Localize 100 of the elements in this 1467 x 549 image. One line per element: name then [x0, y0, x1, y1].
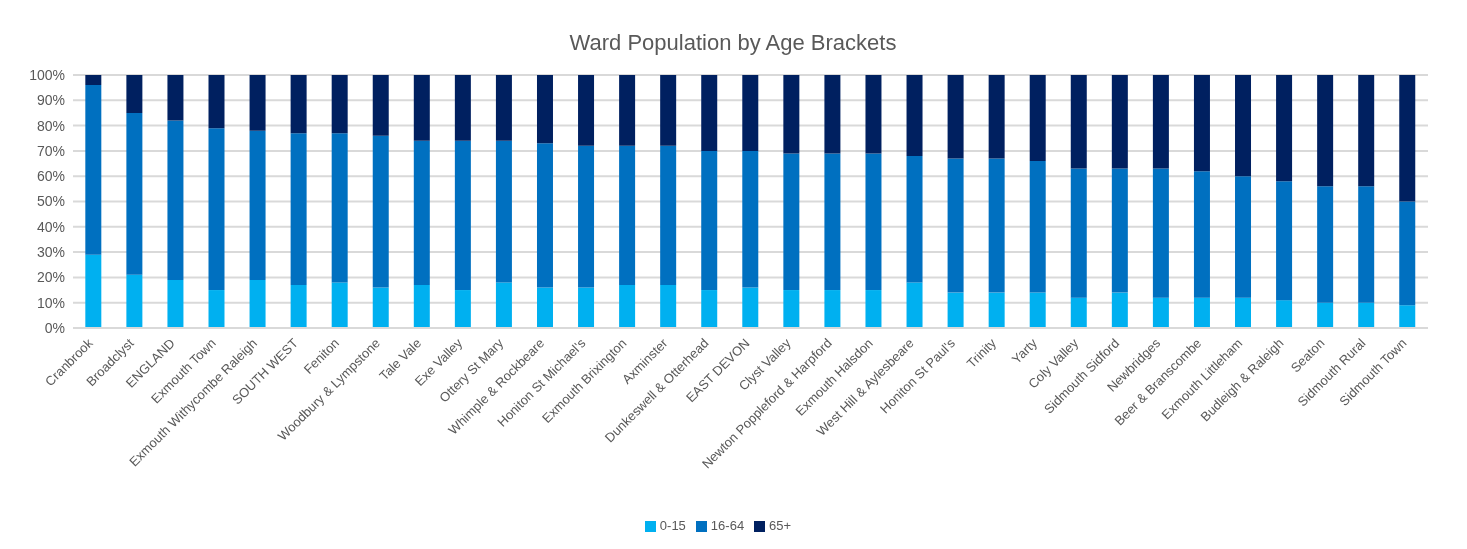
y-tick-label: 40% — [36, 218, 65, 235]
bar — [1070, 75, 1087, 169]
bar — [865, 75, 882, 154]
bar — [1317, 302, 1334, 328]
chart-title: Ward Population by Age Brackets — [569, 30, 897, 55]
legend-label: 65+ — [769, 518, 792, 533]
bar — [742, 150, 759, 288]
bar — [454, 290, 471, 328]
bar — [1358, 186, 1375, 303]
bar — [783, 153, 800, 291]
bar — [372, 135, 389, 288]
bar — [126, 274, 143, 328]
bar — [1235, 75, 1252, 177]
bar — [208, 128, 225, 291]
bar — [1111, 292, 1128, 328]
bar — [208, 290, 225, 328]
bar — [1070, 297, 1087, 328]
bar — [660, 75, 677, 146]
bar — [1358, 75, 1375, 187]
y-tick-label: 0% — [44, 319, 65, 336]
y-tick-label: 50% — [36, 193, 65, 210]
bar — [988, 292, 1005, 328]
bar — [783, 75, 800, 154]
bar — [824, 75, 841, 154]
bar — [413, 140, 430, 285]
bar — [619, 284, 636, 328]
bar — [1193, 171, 1210, 298]
bar — [126, 75, 143, 113]
bar — [331, 282, 348, 328]
bar — [290, 75, 307, 134]
bar — [1235, 176, 1252, 298]
y-tick-label: 100% — [29, 66, 65, 83]
bar — [1029, 292, 1046, 328]
bar — [536, 287, 553, 328]
bar — [331, 133, 348, 283]
bar — [1111, 75, 1128, 169]
bar — [906, 75, 923, 156]
bar — [1317, 186, 1334, 303]
bar — [906, 155, 923, 283]
bar — [1152, 75, 1169, 169]
bar — [290, 133, 307, 285]
bar — [1358, 302, 1375, 328]
legend-label: 16-64 — [710, 518, 745, 533]
bar — [1152, 168, 1169, 298]
bar — [865, 290, 882, 328]
bar — [701, 75, 718, 151]
bar — [783, 290, 800, 328]
bar — [1399, 305, 1416, 328]
bar — [1193, 75, 1210, 172]
bar — [536, 75, 553, 144]
bar — [454, 140, 471, 291]
bar — [947, 75, 964, 159]
bar — [249, 130, 266, 280]
bar — [249, 279, 266, 328]
bar — [1235, 297, 1252, 328]
bar — [454, 75, 471, 141]
bar — [578, 75, 595, 146]
bar — [1029, 161, 1046, 293]
bar — [988, 158, 1005, 293]
bar — [85, 85, 102, 255]
y-tick-label: 10% — [36, 294, 65, 311]
bar — [208, 75, 225, 129]
bar — [660, 145, 677, 285]
y-tick-label: 70% — [36, 142, 65, 159]
bar — [701, 150, 718, 291]
bar — [495, 140, 512, 283]
bar — [742, 75, 759, 151]
bar — [1399, 201, 1416, 306]
bar — [824, 290, 841, 328]
bar — [1152, 297, 1169, 328]
bar — [495, 282, 512, 328]
bar — [85, 75, 102, 86]
bar — [824, 153, 841, 291]
bar — [1317, 75, 1334, 187]
bar — [906, 282, 923, 328]
bar — [1276, 181, 1293, 301]
bar — [1276, 75, 1293, 182]
bar — [495, 75, 512, 141]
bar — [1399, 75, 1416, 202]
bar — [619, 145, 636, 285]
bar — [536, 143, 553, 288]
bar — [372, 75, 389, 136]
bar — [290, 284, 307, 328]
bar — [1193, 297, 1210, 328]
bar — [1111, 168, 1128, 293]
y-tick-label: 80% — [36, 117, 65, 134]
bar — [413, 75, 430, 141]
bar — [865, 153, 882, 291]
y-tick-label: 60% — [36, 168, 65, 185]
bar — [578, 145, 595, 288]
bar — [947, 292, 964, 328]
bar — [701, 290, 718, 328]
y-tick-label: 20% — [36, 269, 65, 286]
bar — [85, 254, 102, 328]
bar — [167, 75, 184, 121]
y-tick-label: 90% — [36, 92, 65, 109]
bar — [167, 279, 184, 328]
bar — [1276, 300, 1293, 328]
bar — [742, 287, 759, 328]
bar — [413, 284, 430, 328]
